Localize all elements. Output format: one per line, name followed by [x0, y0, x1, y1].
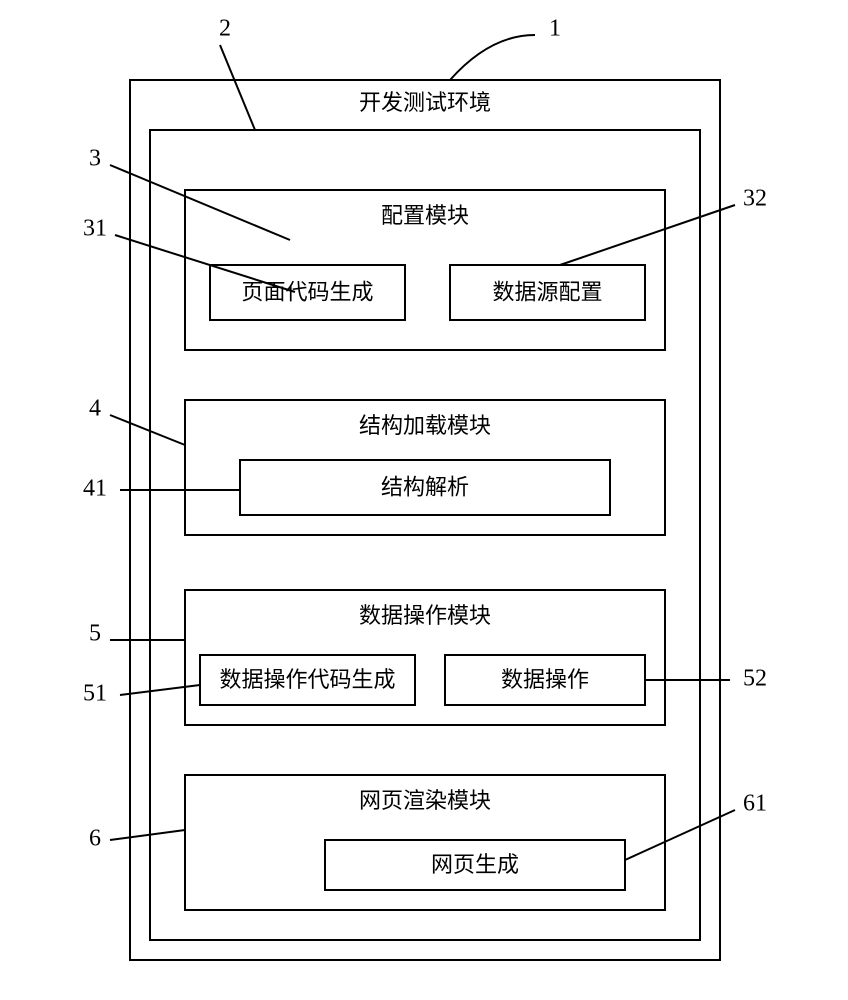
callout-n41: 41: [83, 476, 107, 502]
leader-n31: [115, 235, 295, 292]
leader-n6: [110, 830, 185, 840]
module-config-title: 配置模块: [381, 203, 469, 228]
callout-n5: 5: [89, 621, 101, 647]
callout-n51: 51: [83, 681, 107, 707]
child-struct-parse-label: 结构解析: [381, 475, 469, 500]
callout-n3: 3: [89, 146, 101, 172]
callout-n32: 32: [743, 186, 767, 212]
callout-n2: 2: [219, 16, 231, 42]
child-dataop-codegen-label: 数据操作代码生成: [219, 667, 395, 692]
child-config-data_src-label: 数据源配置: [492, 280, 602, 305]
leader-n2: [220, 45, 255, 130]
module-struct-title: 结构加载模块: [359, 413, 491, 438]
leader-n4: [110, 415, 185, 445]
child-config-page_code-label: 页面代码生成: [241, 280, 373, 305]
callout-n6: 6: [89, 826, 101, 852]
leader-n3: [110, 165, 290, 240]
child-render-gen-label: 网页生成: [431, 852, 519, 877]
outer-title: 开发测试环境: [359, 90, 491, 115]
callout-n4: 4: [89, 396, 101, 422]
diagram-root: 开发测试环境配置模块页面代码生成 数据源配置结构加载模块结构解析数据操作模块数据操…: [0, 0, 848, 1000]
module-render-title: 网页渲染模块: [359, 788, 491, 813]
leader-n32: [560, 205, 735, 265]
leader-n1: [450, 35, 535, 80]
callout-n31: 31: [83, 216, 107, 242]
child-dataop-op-label: 数据操作: [501, 667, 589, 692]
module-dataop-title: 数据操作模块: [359, 603, 491, 628]
callout-n1: 1: [549, 16, 561, 42]
callout-n61: 61: [743, 791, 767, 817]
callout-n52: 52: [743, 666, 767, 692]
leader-n51: [120, 685, 200, 695]
leader-n61: [625, 810, 735, 860]
